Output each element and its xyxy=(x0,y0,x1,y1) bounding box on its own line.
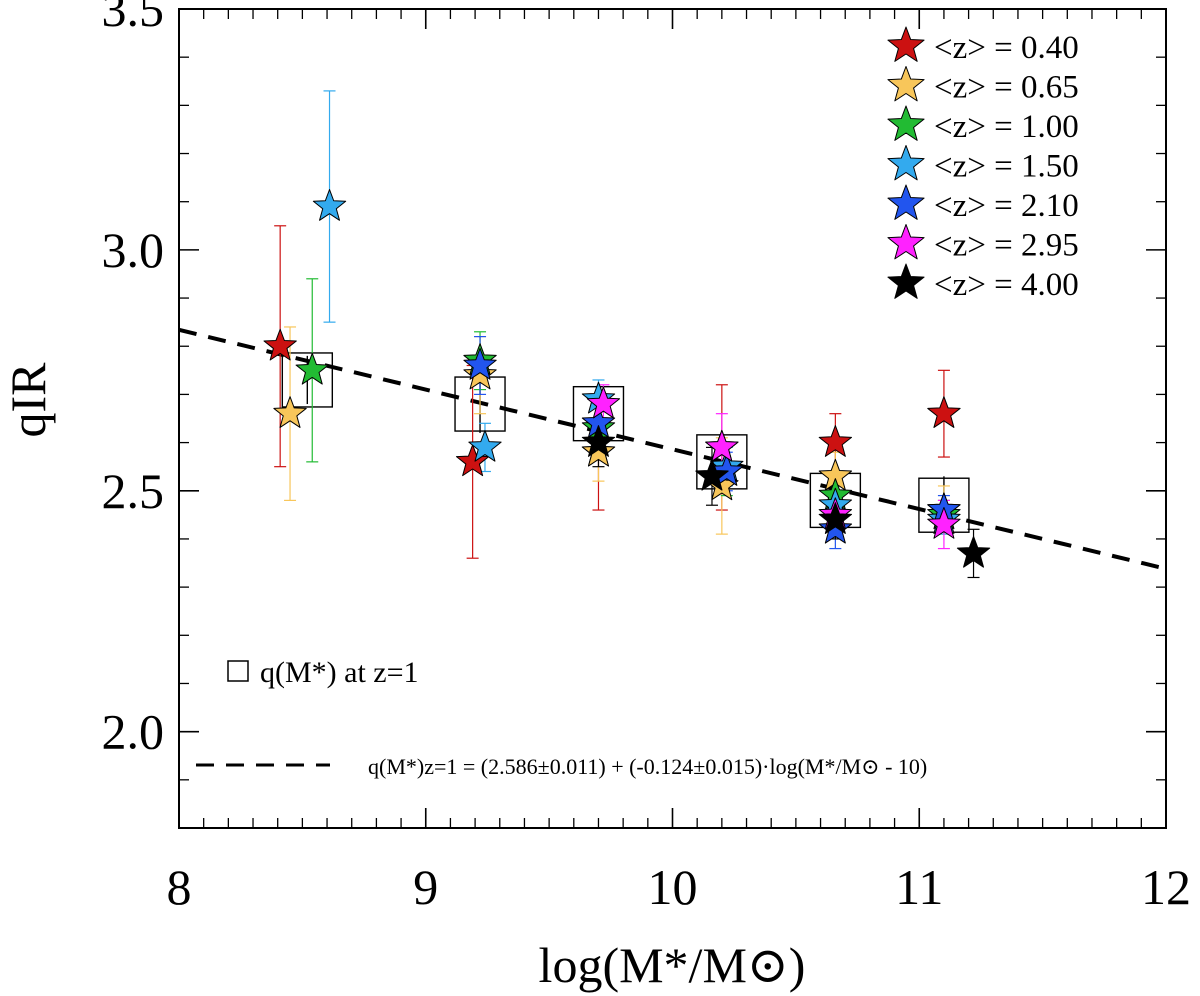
legend-label: <z> = 2.10 xyxy=(934,188,1079,224)
x-axis-label: log(M*/M⊙) xyxy=(539,937,806,993)
star-point-series-4 xyxy=(463,348,497,380)
legend-star xyxy=(887,263,925,299)
y-axis-label: qIR xyxy=(0,362,56,438)
fit-line-layer xyxy=(178,327,1167,571)
legend: <z> = 0.40 <z> = 0.65<z> = 1.00 <z> = 1.50… xyxy=(887,26,1079,303)
star-point-series-5 xyxy=(586,386,621,419)
x-tick-label: 9 xyxy=(413,859,438,915)
tick-labels: 8 9 10 11 12 2.0 2.5 3.0 3.5 xyxy=(102,0,1192,915)
star-point-series-3 xyxy=(468,429,502,462)
stars-layer xyxy=(263,189,991,568)
legend-label: <z> = 1.50 xyxy=(934,149,1079,185)
x-tick-label: 10 xyxy=(648,859,698,915)
legend-star xyxy=(887,66,925,102)
star-point-series-0 xyxy=(263,328,297,361)
error-bars-layer xyxy=(274,90,980,579)
box-legend-label: q(M*) at z=1 xyxy=(260,656,419,689)
legend-label: <z> = 0.65 xyxy=(934,70,1079,106)
x-tick-label: 8 xyxy=(167,859,192,915)
star-point-series-6 xyxy=(581,425,616,457)
y-tick-label: 3.0 xyxy=(102,222,165,278)
fit-line xyxy=(178,327,1167,571)
star-point-series-1 xyxy=(463,357,497,390)
x-tick-label: 11 xyxy=(895,859,943,915)
legend-label: <z> = 2.95 xyxy=(934,228,1079,264)
legend-label: <z> = 1.00 xyxy=(934,109,1079,145)
star-point-series-5 xyxy=(705,429,739,462)
star-point-series-0 xyxy=(927,396,961,428)
z1-box xyxy=(281,352,334,408)
y-tick-label: 2.5 xyxy=(102,463,165,519)
y-tick-label: 2.0 xyxy=(102,704,165,760)
plot-frame xyxy=(178,8,1167,829)
legend-label: <z> = 4.00 xyxy=(934,267,1079,303)
star-point-series-3 xyxy=(312,189,347,221)
star-point-series-0 xyxy=(818,425,853,457)
star-point-series-1 xyxy=(581,434,616,467)
x-tick-label: 12 xyxy=(1141,859,1191,915)
star-point-series-2 xyxy=(295,352,329,385)
star-point-series-4 xyxy=(818,511,853,544)
star-point-series-1 xyxy=(273,396,307,428)
legend-star xyxy=(887,105,925,141)
fit-legend-label: q(M*)z=1 = (2.586±0.011) + (-0.124±0.015… xyxy=(368,754,927,779)
box-legend: q(M*) at z=1 xyxy=(227,656,419,689)
legend-star xyxy=(887,184,925,220)
box-legend-symbol xyxy=(227,660,249,682)
star-point-series-6 xyxy=(695,458,729,491)
star-point-series-6 xyxy=(818,502,853,534)
star-point-series-6 xyxy=(956,535,991,568)
star-point-series-0 xyxy=(455,444,490,477)
y-tick-label: 3.5 xyxy=(102,0,165,37)
legend-label: <z> = 0.40 xyxy=(934,30,1079,66)
legend-star xyxy=(887,145,925,181)
star-point-series-5 xyxy=(927,506,961,539)
legend-star xyxy=(887,224,925,260)
legend-star xyxy=(887,26,925,62)
fit-legend: q(M*)z=1 = (2.586±0.011) + (-0.124±0.015… xyxy=(196,754,927,779)
axis-ticks xyxy=(178,8,1167,829)
